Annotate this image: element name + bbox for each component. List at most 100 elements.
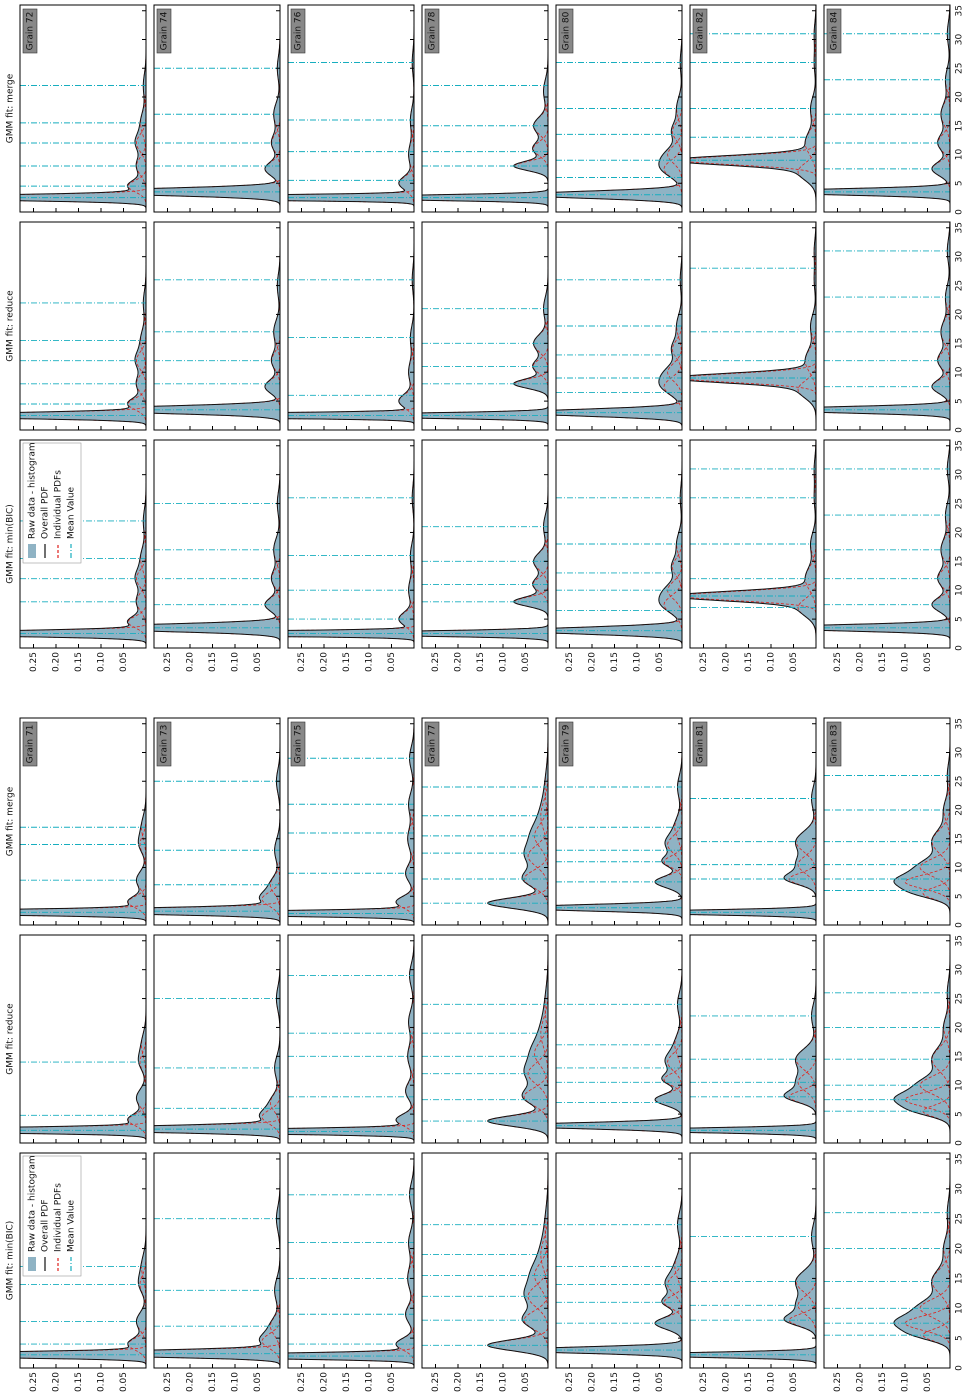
grain-label-box [156,721,172,767]
histogram-area [288,1153,414,1368]
x-tick-label: 15 [955,1273,965,1284]
component-pdf [395,1153,414,1368]
panel-frame [19,1152,147,1369]
legend-label: Overall PDF [41,486,51,539]
y-tick-label: 0.15 [744,1372,754,1392]
panel [154,5,280,212]
panel [154,718,280,925]
component-pdf [904,718,950,925]
component-pdf [408,1153,414,1368]
panel [20,5,146,212]
component-pdf [811,1153,816,1368]
component-pdf [405,1153,414,1368]
panel [20,718,146,925]
x-tick-label: 10 [955,366,965,378]
component-pdf [395,935,414,1143]
panel [20,1153,146,1368]
y-tick-label: 0.20 [454,652,464,672]
histogram-area [154,718,280,925]
y-tick-label: 0.25 [565,652,575,672]
histogram-area [20,718,146,925]
method-title: GMM fit: min(BIC) [6,504,16,584]
y-tick-label: 0.20 [52,652,62,672]
legend-swatch [28,1257,36,1271]
panel-frame [19,4,147,213]
panel-frame [287,934,415,1144]
component-pdf [395,718,414,925]
component-pdf [407,935,414,1143]
x-tick-label: 35 [955,1153,965,1164]
x-tick-label: 20 [955,526,965,538]
histogram-area [154,935,280,1143]
x-tick-label: 25 [955,1213,965,1224]
histogram-area [690,935,816,1143]
method-title: GMM fit: merge [6,786,16,856]
y-tick-label: 0.15 [208,652,218,672]
histogram-area [690,1153,816,1368]
histogram-area [20,1153,146,1368]
overall-pdf [20,935,146,1143]
y-tick-label: 0.05 [655,652,665,672]
x-tick-label: 30 [955,251,965,263]
panel-frame [19,934,147,1144]
histogram-area [487,935,548,1143]
x-tick-label: 25 [955,498,965,509]
y-tick-label: 0.20 [588,1372,598,1392]
grain-label-box [558,721,574,767]
grain-label-box [290,8,306,54]
y-tick-label: 0.10 [231,1372,241,1392]
overall-pdf [20,222,146,430]
y-tick-label: 0.15 [476,652,486,672]
y-tick-label: 0.05 [789,652,799,672]
histogram-area [824,5,950,212]
panel [690,1153,816,1368]
panel [422,5,548,212]
y-tick-label: 0.25 [833,1372,843,1392]
panel [690,718,816,925]
component-pdf [513,440,548,648]
component-pdf [690,222,816,430]
x-tick-label: 25 [955,993,965,1004]
component-pdf [270,718,280,925]
y-tick-label: 0.10 [97,652,107,672]
histogram-area [487,1153,548,1368]
panel [824,222,950,430]
y-tick-label: 0.15 [74,1372,84,1392]
legend-label: Individual PDFs [54,470,64,539]
panel-frame [823,934,951,1144]
y-tick-label: 0.10 [499,652,509,672]
y-tick-label: 0.05 [119,652,129,672]
component-pdf [288,222,414,430]
overall-pdf [422,5,548,212]
component-pdf [20,935,146,1143]
y-tick-label: 0.15 [476,1372,486,1392]
panel-frame [153,221,281,431]
y-tick-label: 0.10 [633,1372,643,1392]
y-tick-label: 0.05 [387,1372,397,1392]
x-tick-label: 0 [955,1140,965,1146]
component-pdf [487,718,548,925]
histogram-area [422,222,548,430]
histogram-area [556,222,682,430]
x-tick-label: 30 [955,469,965,481]
grain-label-box [692,721,708,767]
y-tick-label: 0.05 [521,652,531,672]
panel-frame [555,934,683,1144]
overall-pdf [690,222,816,430]
y-tick-label: 0.25 [431,1372,441,1392]
overall-pdf [154,5,280,212]
y-tick-label: 0.20 [454,1372,464,1392]
x-tick-label: 15 [955,338,965,349]
panel [690,935,816,1143]
panel-frame [823,221,951,431]
panel-frame [19,221,147,431]
x-tick-label: 30 [955,747,965,759]
y-tick-label: 0.05 [521,1372,531,1392]
x-tick-label: 20 [955,308,965,320]
y-tick-label: 0.05 [387,652,397,672]
panel-frame [689,1152,817,1369]
y-tick-label: 0.20 [722,652,732,672]
x-tick-label: 5 [955,180,965,186]
y-tick-label: 0.15 [878,1372,888,1392]
y-tick-label: 0.25 [29,652,39,672]
